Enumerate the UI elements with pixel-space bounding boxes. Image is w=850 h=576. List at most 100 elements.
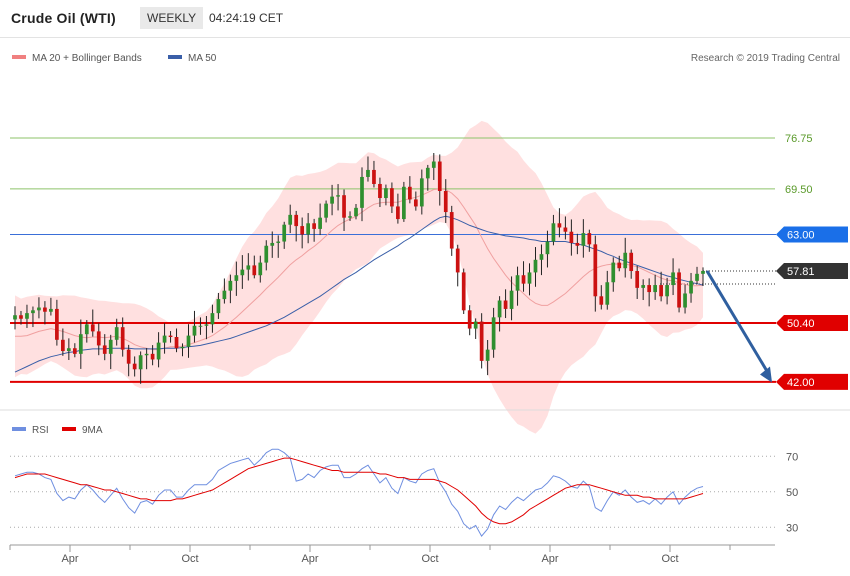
candle-body	[222, 290, 227, 300]
candle-body	[210, 313, 215, 325]
candle-body	[402, 186, 406, 220]
candle-body	[270, 242, 275, 246]
candle	[174, 328, 179, 353]
candle	[276, 235, 281, 258]
candle	[551, 214, 556, 246]
candle	[342, 189, 346, 231]
candle	[90, 309, 95, 337]
candle-body	[539, 254, 544, 260]
candle	[449, 205, 454, 256]
candle-body	[234, 275, 239, 281]
candle	[557, 208, 562, 238]
candle-body	[258, 262, 263, 276]
candle-body	[294, 214, 299, 227]
instrument-title: Crude Oil (WTI)	[11, 10, 116, 26]
candle	[677, 268, 681, 313]
ma20-legend-label: MA 20 + Bollinger Bands	[32, 53, 142, 64]
candle	[132, 356, 137, 377]
candle-body	[378, 183, 382, 199]
candle-body	[701, 270, 705, 274]
candle	[683, 284, 687, 314]
candle	[689, 272, 693, 303]
candle-body	[37, 307, 41, 311]
candle	[641, 279, 646, 301]
candle-body	[366, 169, 370, 177]
candle-body	[515, 275, 520, 291]
candle-body	[443, 191, 448, 213]
candle-body	[216, 299, 221, 314]
candle-body	[342, 195, 346, 218]
candle	[491, 307, 496, 358]
candle-body	[569, 231, 574, 243]
candle	[431, 153, 436, 180]
candle	[84, 320, 89, 343]
candle-body	[695, 273, 699, 281]
last-price-label: 57.81	[787, 266, 815, 278]
candle	[162, 323, 167, 354]
candle-body	[629, 252, 634, 272]
chart-header: Crude Oil (WTI) WEEKLY 04:24:19 CET	[0, 0, 850, 38]
candle	[653, 274, 657, 300]
support-level-label: 50.40	[787, 318, 815, 330]
ma20-line	[15, 188, 704, 351]
candle	[150, 345, 155, 366]
ma20-legend-swatch	[12, 55, 26, 59]
candle	[354, 204, 358, 220]
candle-body	[348, 216, 352, 218]
candle-body	[617, 262, 622, 269]
candle-body	[192, 325, 197, 336]
candle	[509, 276, 514, 321]
candle	[61, 328, 65, 356]
candle-body	[150, 353, 155, 360]
candle-body	[13, 315, 17, 320]
candle-body	[396, 206, 400, 220]
resistance-level-label: 69.50	[785, 184, 813, 196]
candle	[695, 266, 699, 285]
candle-body	[497, 300, 502, 318]
candle-body	[25, 313, 29, 319]
candle-body	[108, 339, 113, 354]
x-tick-label: Apr	[541, 553, 558, 565]
candle-body	[384, 188, 388, 199]
x-tick-label: Oct	[661, 553, 678, 565]
ma50-line	[14, 215, 704, 373]
candle-body	[641, 285, 646, 288]
candle	[222, 278, 227, 304]
candle	[336, 184, 340, 211]
candle-body	[66, 348, 71, 352]
candle-body	[659, 285, 663, 297]
candle	[348, 211, 352, 221]
support-level-tag	[776, 373, 848, 390]
candle	[102, 334, 107, 361]
candle	[605, 270, 610, 310]
period-selector[interactable]: WEEKLY	[140, 7, 204, 29]
candle-body	[509, 290, 514, 309]
rsi-legend-swatch	[12, 427, 26, 431]
candle	[294, 210, 299, 242]
support-level-label: 42.00	[787, 377, 815, 389]
candle-body	[527, 272, 532, 284]
rsi-tick-label: 70	[786, 451, 798, 463]
candle	[402, 181, 406, 222]
candle	[437, 154, 442, 206]
candle	[623, 237, 628, 278]
candle-body	[461, 272, 466, 311]
candle	[413, 191, 418, 211]
candle	[192, 310, 197, 343]
candle-body	[479, 321, 484, 361]
candle-body	[551, 223, 556, 242]
candle	[126, 344, 131, 377]
forecast-arrow	[705, 270, 771, 376]
candle	[635, 265, 640, 299]
candle-body	[390, 188, 394, 207]
candle-body	[312, 223, 316, 229]
candle	[330, 184, 334, 216]
candle	[114, 318, 119, 346]
candle	[515, 266, 520, 306]
candle	[300, 217, 305, 249]
candle-body	[665, 285, 669, 297]
candle	[324, 200, 328, 223]
candle	[701, 267, 705, 287]
candle	[258, 255, 263, 283]
